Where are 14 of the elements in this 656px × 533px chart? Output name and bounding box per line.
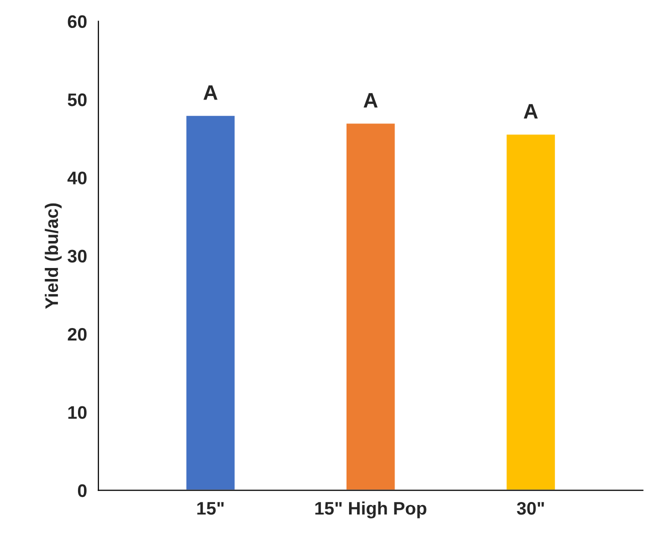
y-tick-label: 20 (68, 328, 87, 341)
y-axis-title: Yield (bu/ac) (44, 203, 62, 309)
y-tick-label: 10 (68, 406, 87, 419)
y-tick-label: 40 (67, 172, 87, 184)
x-tick-label: 15" High Pop (315, 501, 426, 518)
x-tick-label: 30" (516, 502, 544, 515)
y-tick-label: 50 (68, 93, 87, 106)
y-tick-label: 0 (78, 484, 87, 498)
annotation: A (203, 85, 218, 100)
annotation: A (524, 104, 538, 118)
y-tick-label: 30 (68, 250, 87, 263)
x-tick-label: 15" (197, 502, 224, 515)
y-tick-label: 60 (68, 15, 87, 28)
annotation: A (364, 93, 378, 108)
